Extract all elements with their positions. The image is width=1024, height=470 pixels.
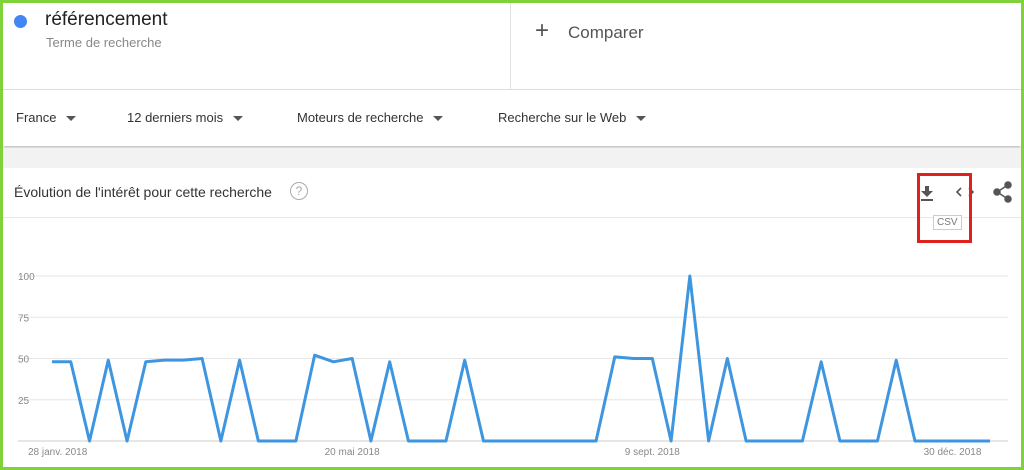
x-tick-label: 9 sept. 2018 [625,447,680,458]
plus-icon[interactable]: + [535,17,550,44]
divider [510,3,511,89]
series-dot [14,15,27,28]
filter[interactable]: Recherche sur le Web [498,110,646,125]
y-tick-label: 25 [18,396,30,407]
x-tick-label: 28 janv. 2018 [28,447,88,458]
separator-band [3,148,1021,168]
filter-bar: France 12 derniers mois Moteurs de reche… [3,90,1021,146]
filter[interactable]: 12 derniers mois [127,110,243,125]
compare-button[interactable]: Comparer [568,23,644,42]
y-tick-label: 75 [18,313,30,324]
term-subtitle: Terme de recherche [46,35,162,50]
chart: 25 50 75 100 28 janv. 2018 20 mai 2018 9 sept.… [18,272,1008,458]
y-tick-label: 100 [18,272,35,283]
share-icon[interactable] [993,181,1012,203]
search-term[interactable]: référencement [45,9,168,30]
help-icon[interactable]: ? [290,182,308,200]
x-tick-label: 20 mai 2018 [325,447,380,458]
x-tick-label: 30 déc. 2018 [924,447,982,458]
chart-title: Évolution de l'intérêt pour cette recher… [14,184,272,200]
filter[interactable]: Moteurs de recherche [297,110,443,125]
search-header: référencement Terme de recherche + Compa… [3,3,1021,90]
trend-line [52,274,990,443]
y-tick-label: 50 [18,355,30,366]
filter[interactable]: France [16,110,76,125]
tooltip: CSV [933,215,962,230]
download-icon[interactable] [921,186,933,201]
toolbar-icons [921,181,1012,203]
highlight-box [917,173,972,243]
divider [3,217,1021,218]
